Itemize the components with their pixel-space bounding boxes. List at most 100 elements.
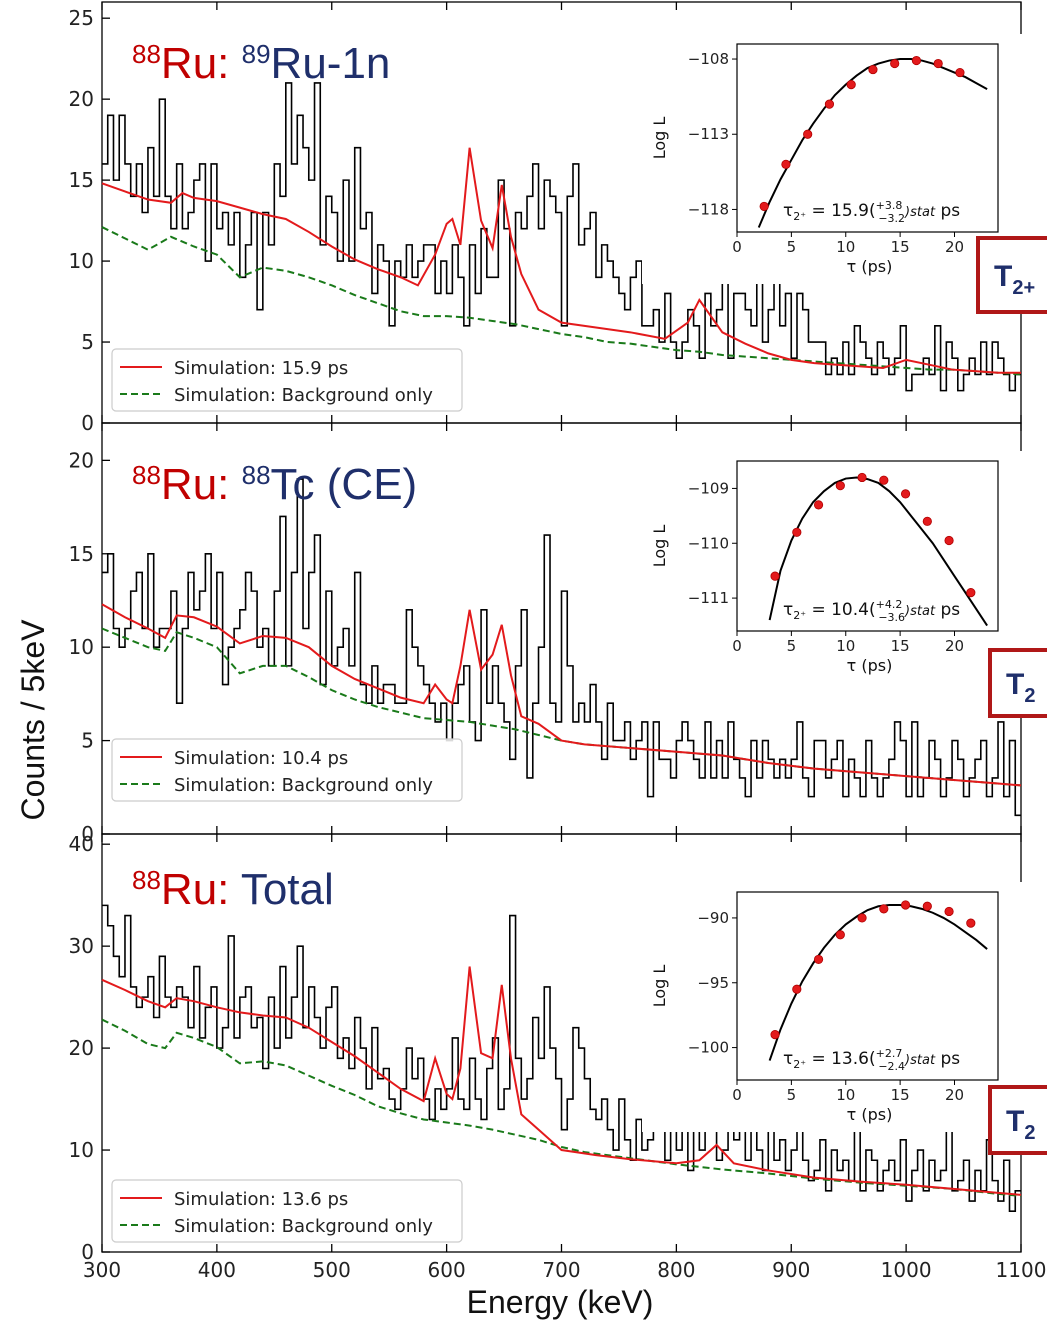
- title-channel: Tc (CE): [271, 460, 418, 509]
- inset-likelihood-point: [813, 500, 824, 510]
- inset-likelihood-point: [813, 954, 824, 965]
- inset-y-label: Log L: [650, 525, 669, 568]
- y-tick-label: 15: [69, 542, 94, 566]
- tau-prefix: τ: [783, 1049, 793, 1069]
- inset-likelihood-point: [770, 1030, 780, 1040]
- y-tick-label: 5: [81, 729, 94, 753]
- data-histogram: [102, 904, 1021, 1213]
- inset-likelihood-point: [835, 481, 845, 491]
- inset-x-tick-label: 0: [732, 238, 742, 256]
- inset-likelihood-point: [890, 58, 900, 69]
- inset-fit-curve: [768, 476, 988, 627]
- tau-prefix: τ: [783, 201, 793, 221]
- side-label-letter: T: [994, 260, 1012, 293]
- inset-likelihood-point: [770, 571, 780, 581]
- inset-background: [642, 34, 1023, 284]
- y-tick-label: 30: [69, 934, 94, 958]
- inset-y-tick-label: −90: [697, 909, 729, 927]
- legend: Simulation: 15.9 ps Simulation: Backgroun…: [111, 348, 463, 412]
- tau-up: +2.7: [876, 1047, 903, 1060]
- inset-background: [642, 882, 1023, 1132]
- inset-likelihood-point: [879, 904, 889, 914]
- inset-y-label: Log L: [650, 965, 669, 1008]
- tau-down: −2.4: [878, 1060, 905, 1073]
- inset-likelihood-point: [966, 588, 976, 598]
- side-label-text: T2+: [994, 260, 1035, 299]
- y-tick-label: 40: [69, 832, 94, 856]
- simulation-curve: [101, 603, 1022, 787]
- tau-stat: )stat: [904, 205, 936, 220]
- legend-label-simulation: Simulation: 15.9 ps: [174, 358, 348, 379]
- inset-likelihood-point: [944, 535, 954, 546]
- y-tick-label: 0: [81, 411, 94, 435]
- x-tick-label: 900: [772, 1258, 810, 1282]
- inset-x-tick-label: 5: [787, 238, 797, 256]
- side-label-subscript: 2: [1024, 1122, 1035, 1144]
- side-label-box: T2+: [976, 236, 1047, 314]
- side-label-letter: T: [1006, 1105, 1024, 1138]
- y-tick-label: 20: [69, 1036, 94, 1060]
- x-tick-label: 800: [657, 1258, 695, 1282]
- y-tick-label: 0: [81, 1240, 94, 1264]
- side-label-box: T2: [988, 1085, 1047, 1155]
- x-tick-label: 600: [428, 1258, 466, 1282]
- title-nucleus: Ru:: [161, 865, 241, 914]
- tau-up: +3.8: [876, 199, 903, 212]
- inset-y-label: Log L: [650, 117, 669, 160]
- inset-y-tick-label: −110: [688, 534, 729, 552]
- tau-unit: ps: [935, 201, 960, 221]
- inset-fit-curve: [768, 903, 988, 1061]
- inset-x-tick-label: 15: [891, 1086, 910, 1104]
- y-tick-label: 20: [69, 87, 94, 111]
- title-nucleus: Ru:: [161, 39, 242, 88]
- panel-title: 88Ru: 88Tc (CE): [132, 460, 417, 509]
- inset-likelihood-point: [944, 906, 954, 917]
- legend-label-simulation: Simulation: 10.4 ps: [174, 748, 348, 769]
- tau-prefix: τ: [783, 600, 793, 620]
- inset-tau-annotation: τ2⁺ = 15.9(+3.8 −3.2)stat ps: [783, 199, 960, 225]
- inset-frame: [736, 460, 999, 632]
- tau-up: +4.2: [876, 598, 903, 611]
- inset-x-tick-label: 20: [945, 637, 964, 655]
- x-tick-label: 400: [198, 1258, 236, 1282]
- likelihood-inset: 0 5 10 15 20 −109 −110 −111 τ (ps) Log L τ2⁺ = 10.…: [642, 451, 1023, 683]
- inset-likelihood-point: [966, 918, 976, 928]
- y-tick-label: 0: [81, 822, 94, 846]
- inset-tau-annotation: τ2⁺ = 10.4(+4.2 −3.6)stat ps: [783, 598, 960, 624]
- title-nucleus: Ru:: [161, 460, 242, 509]
- inset-likelihood-point: [857, 913, 867, 923]
- inset-likelihood-point: [792, 984, 802, 994]
- title-channel: Total: [241, 865, 334, 914]
- tau-stat: )stat: [904, 604, 936, 619]
- y-tick-label: 10: [69, 1138, 94, 1162]
- likelihood-inset: 0 5 10 15 20 −108 −113 −118 τ (ps) Log L τ2⁺ = 15.…: [642, 34, 1023, 284]
- x-tick-label: 500: [313, 1258, 351, 1282]
- inset-x-tick-label: 15: [891, 637, 910, 655]
- title-mass-superscript: 88: [132, 865, 161, 895]
- side-label-frame: [988, 648, 1047, 718]
- tau-value: = 13.6(: [806, 1049, 876, 1069]
- inset-y-tick-label: −109: [688, 479, 729, 497]
- inset-x-tick-label: 5: [787, 1086, 797, 1104]
- title-mass-superscript: 88: [132, 39, 161, 69]
- side-label-box: T2: [988, 648, 1047, 718]
- side-label-subscript: 2: [1024, 685, 1035, 707]
- tau-stat: )stat: [904, 1053, 936, 1068]
- y-tick-label: 15: [69, 168, 94, 192]
- inset-frame: [736, 43, 999, 233]
- x-axis-label: Energy (keV): [467, 1284, 654, 1320]
- panel-title: 88Ru: Total: [132, 865, 334, 914]
- inset-likelihood-point: [922, 516, 932, 526]
- inset-x-label: τ (ps): [847, 656, 893, 675]
- inset-y-tick-label: −108: [688, 50, 729, 68]
- inset-x-tick-label: 0: [732, 637, 742, 655]
- tau-value: = 15.9(: [806, 201, 876, 221]
- inset-likelihood-point: [911, 55, 922, 66]
- y-tick-label: 10: [69, 635, 94, 659]
- inset-likelihood-point: [933, 58, 943, 69]
- legend: Simulation: 10.4 ps Simulation: Backgroun…: [111, 738, 463, 802]
- side-label-frame: [976, 236, 1047, 314]
- legend-box: [111, 1179, 463, 1243]
- legend: Simulation: 13.6 ps Simulation: Backgroun…: [111, 1179, 463, 1243]
